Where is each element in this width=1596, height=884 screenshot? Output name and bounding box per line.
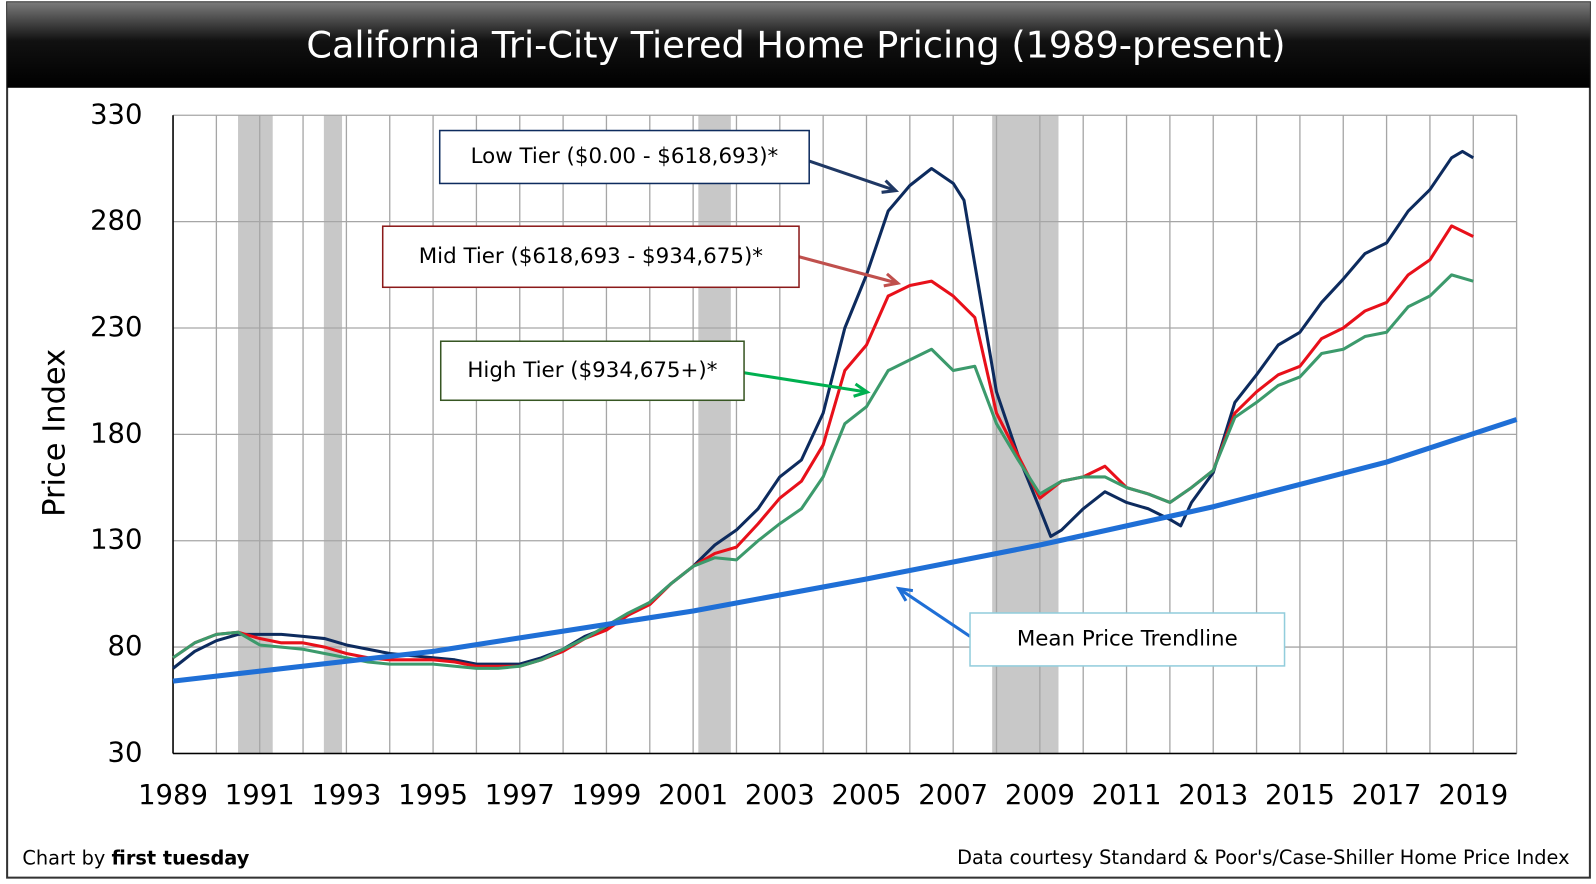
y-tick-label: 130	[90, 524, 142, 556]
legend-label: High Tier ($934,675+)*	[467, 358, 717, 383]
y-tick-label: 80	[108, 630, 143, 662]
x-tick-label: 2013	[1178, 779, 1248, 811]
annotation-arrowhead	[883, 272, 902, 288]
credit: Chart by first tuesday	[22, 846, 249, 869]
x-tick-label: 2017	[1352, 779, 1422, 811]
y-axis-label: Price Index	[37, 349, 72, 517]
x-tick-label: 2019	[1438, 779, 1508, 811]
annotation-arrowhead	[895, 586, 914, 602]
credit-name: first tuesday	[112, 846, 250, 869]
x-tick-label: 2009	[1005, 779, 1075, 811]
legend-box	[439, 340, 745, 402]
x-tick-label: 2011	[1092, 779, 1162, 811]
annotation-arrow	[808, 159, 897, 193]
annotation-arrowhead	[853, 382, 871, 398]
y-tick-label: 230	[90, 311, 142, 343]
x-tick-label: 2015	[1265, 779, 1335, 811]
x-tick-label: 2007	[918, 779, 988, 811]
y-tick-label: 280	[90, 205, 142, 237]
annotation-arrow	[798, 255, 899, 285]
x-tick-label: 2005	[832, 779, 902, 811]
series-line	[172, 273, 1474, 670]
x-tick-label: 2001	[658, 779, 728, 811]
x-tick-label: 1991	[225, 779, 295, 811]
legend-box	[381, 225, 800, 289]
chart-title: California Tri-City Tiered Home Pricing …	[306, 24, 1285, 67]
x-tick-label: 1995	[398, 779, 468, 811]
x-tick-label: 1999	[571, 779, 641, 811]
annotation-arrow	[897, 587, 971, 638]
series-line	[172, 224, 1474, 668]
x-tick-label: 1997	[485, 779, 555, 811]
x-tick-label: 2003	[745, 779, 815, 811]
x-tick-label: 1989	[138, 779, 208, 811]
credit-prefix: Chart by	[22, 846, 105, 869]
legend-box	[969, 612, 1286, 667]
y-tick-label: 330	[90, 98, 142, 130]
y-tick-label: 30	[108, 736, 143, 768]
source: Data courtesy Standard & Poor's/Case-Shi…	[957, 846, 1569, 869]
y-tick-label: 180	[90, 417, 142, 449]
legend-label: Mean Price Trendline	[1017, 626, 1238, 651]
legend-box	[438, 129, 810, 185]
title-bar	[7, 2, 1590, 88]
annotation-arrowhead	[881, 179, 900, 194]
x-tick-label: 1993	[311, 779, 381, 811]
legend-label: Mid Tier ($618,693 - $934,675)*	[419, 244, 764, 269]
legend-label: Low Tier ($0.00 - $618,693)*	[471, 144, 779, 169]
series-line	[172, 417, 1518, 684]
annotation-arrow	[743, 371, 868, 394]
